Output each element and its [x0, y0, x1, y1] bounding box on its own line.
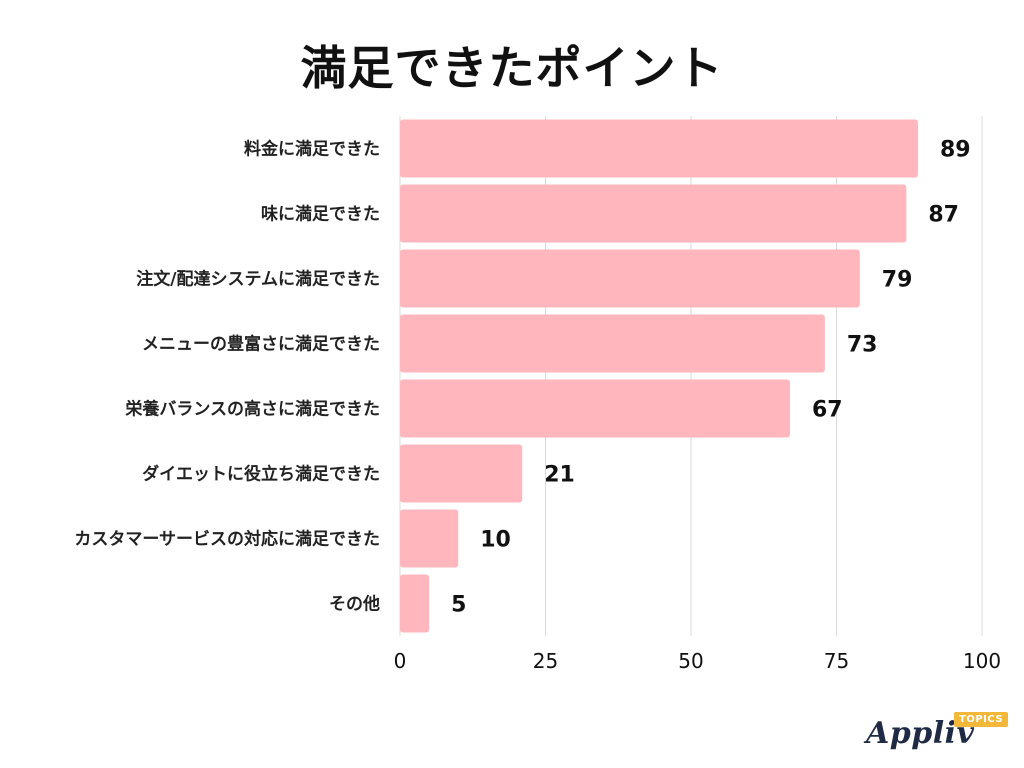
category-label: カスタマーサービスの対応に満足できた — [74, 529, 380, 550]
bar — [400, 119, 918, 178]
bar — [400, 509, 459, 568]
value-label: 89 — [940, 138, 971, 163]
value-label: 67 — [812, 398, 843, 423]
applivtopics-logo: Appliv TOPICS — [866, 712, 1016, 762]
bar — [400, 184, 907, 243]
x-tick-label: 0 — [394, 649, 407, 673]
category-label: その他 — [329, 594, 380, 615]
category-label: ダイエットに役立ち満足できた — [142, 464, 380, 485]
logo-badge: TOPICS — [954, 712, 1009, 727]
value-label: 87 — [928, 203, 959, 228]
value-label: 21 — [544, 463, 575, 488]
bar — [400, 574, 430, 633]
x-tick-label: 25 — [533, 649, 558, 673]
value-label: 73 — [847, 333, 878, 358]
category-label: メニューの豊富さに満足できた — [142, 334, 380, 355]
bar — [400, 444, 523, 503]
bar — [400, 314, 825, 373]
value-label: 79 — [882, 268, 913, 293]
chart-title: 満足できたポイント — [300, 41, 724, 95]
category-label: 注文/配達システムに満足できた — [136, 269, 380, 290]
category-label: 料金に満足できた — [244, 139, 380, 160]
bar — [400, 249, 860, 308]
x-tick-label: 50 — [678, 649, 703, 673]
bar — [400, 379, 790, 438]
category-label: 味に満足できた — [261, 204, 380, 225]
category-label: 栄養バランスの高さに満足できた — [124, 399, 380, 420]
value-label: 5 — [451, 593, 466, 618]
x-tick-label: 75 — [824, 649, 849, 673]
value-label: 10 — [480, 528, 511, 553]
x-tick-label: 100 — [963, 649, 1001, 673]
